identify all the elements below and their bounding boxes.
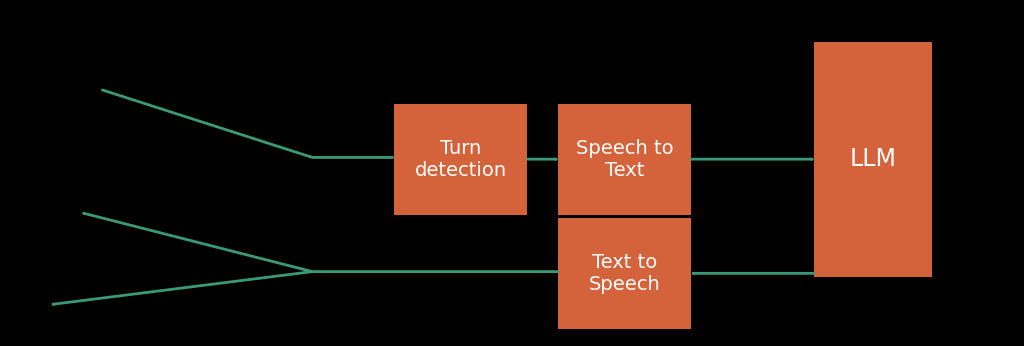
Text: Text to
Speech: Text to Speech (589, 253, 660, 294)
FancyBboxPatch shape (558, 104, 691, 215)
FancyBboxPatch shape (814, 42, 932, 277)
FancyBboxPatch shape (558, 218, 691, 329)
Text: Turn
detection: Turn detection (415, 139, 507, 180)
Text: LLM: LLM (850, 147, 896, 171)
Text: Speech to
Text: Speech to Text (575, 139, 674, 180)
FancyBboxPatch shape (394, 104, 527, 215)
